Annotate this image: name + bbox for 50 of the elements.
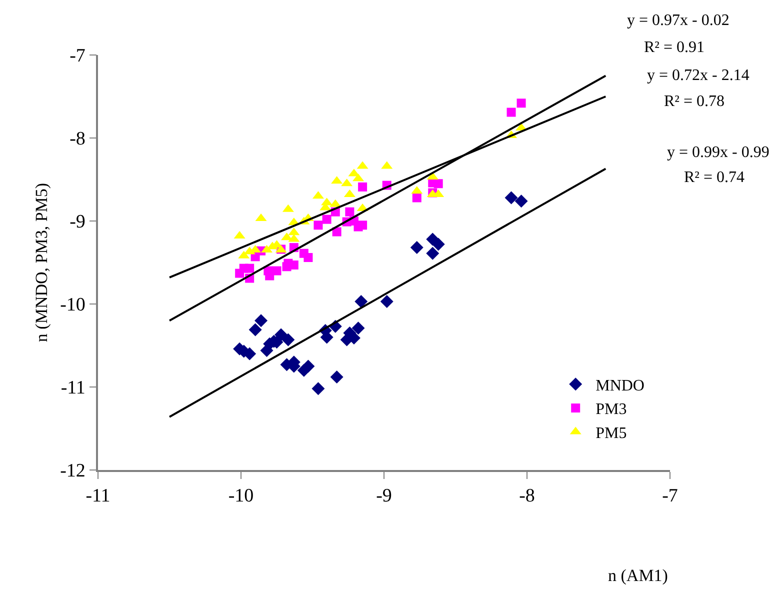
point <box>322 214 332 224</box>
x-tick-label: -8 <box>519 486 535 507</box>
x-tick-label: -10 <box>228 486 254 507</box>
y-tick-label: -8 <box>70 128 86 150</box>
y-tick-label: -9 <box>70 212 86 233</box>
point <box>254 314 268 328</box>
point <box>352 322 365 335</box>
point <box>248 323 262 336</box>
point <box>282 333 295 346</box>
point <box>410 241 424 254</box>
point <box>506 108 516 117</box>
point <box>245 264 254 273</box>
legend-label: PM3 <box>596 401 627 418</box>
point <box>380 295 394 308</box>
point <box>412 193 422 202</box>
point <box>304 253 313 262</box>
text: y = 0.97x - 0.02 <box>627 12 730 29</box>
point <box>312 382 325 396</box>
point <box>514 194 528 208</box>
y-tick-label: -7 <box>70 46 86 67</box>
x-tick-label: -9 <box>376 486 392 507</box>
legend-label: MNDO <box>596 377 644 394</box>
y-tick-label: -10 <box>60 294 86 316</box>
point <box>302 360 315 373</box>
point <box>274 328 288 342</box>
point <box>432 238 445 251</box>
point <box>330 370 344 384</box>
point <box>358 220 368 230</box>
point <box>504 191 518 204</box>
point <box>345 207 354 216</box>
point <box>314 220 323 230</box>
x-tick-label: -7 <box>662 486 678 507</box>
point <box>358 182 368 192</box>
point <box>332 227 342 236</box>
legend-label: PM5 <box>596 424 627 442</box>
point <box>434 179 443 188</box>
annotation: y = 0.72x - 2.14 <box>647 67 750 84</box>
point <box>354 295 368 308</box>
y-tick-label: -12 <box>60 460 86 482</box>
y-axis-title: n (MNDO, PM3, PM5) <box>32 182 52 342</box>
x-tick-label: -11 <box>86 486 110 507</box>
annotation: y = 0.99x - 0.99 <box>667 144 770 161</box>
annotation: R² = 0.78 <box>664 93 724 110</box>
annotation: R² = 0.91 <box>644 39 704 56</box>
point <box>426 246 440 260</box>
text: R² = 0.74 <box>684 169 744 186</box>
y-tick-label: -11 <box>60 378 86 399</box>
x-axis-title: n (AM1) <box>608 566 668 585</box>
point <box>516 98 526 108</box>
point <box>272 266 282 276</box>
